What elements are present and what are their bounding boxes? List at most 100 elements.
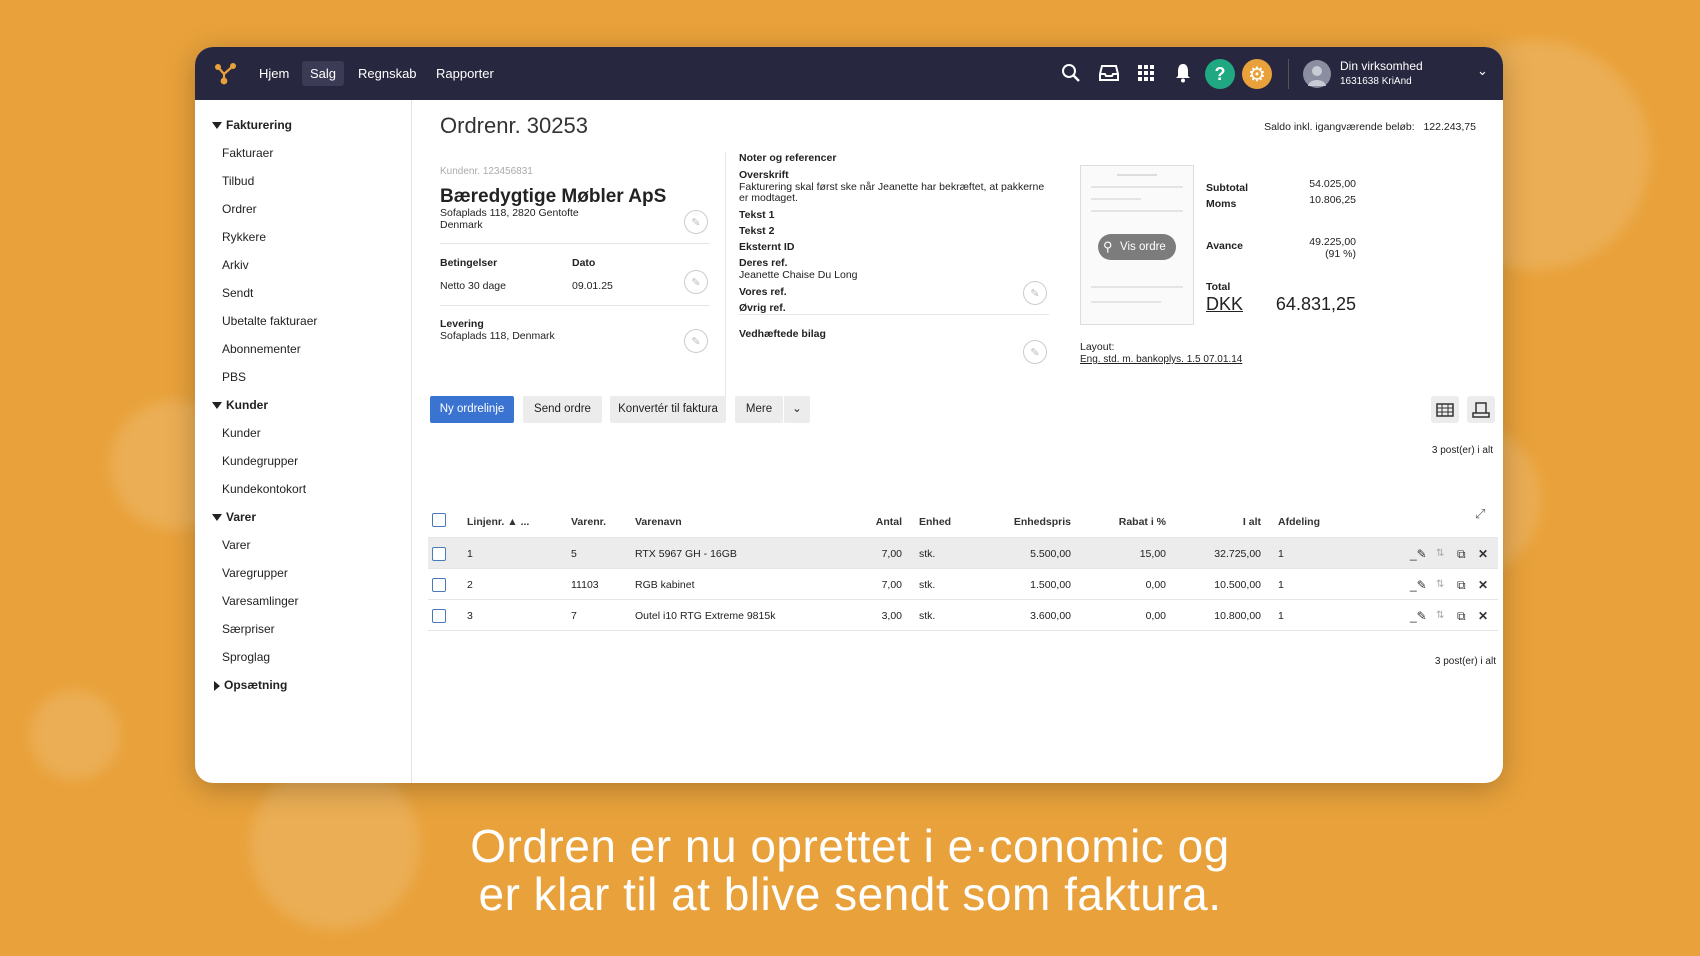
edit-customer-button[interactable]: ✎ — [684, 210, 708, 234]
customer-name[interactable]: Bæredygtige Møbler ApS — [440, 186, 667, 207]
cell-price: 1.500,00 — [1030, 579, 1071, 591]
cell-itemno: 5 — [571, 548, 577, 560]
edit-notes-button[interactable]: ✎ — [1023, 281, 1047, 305]
col-total[interactable]: I alt — [1242, 516, 1261, 528]
divider — [739, 314, 1049, 315]
col-price[interactable]: Enhedspris — [1013, 516, 1071, 528]
more-button[interactable]: Mere — [735, 396, 783, 423]
sidebar-item[interactable]: Kundekontokort — [222, 482, 307, 496]
view-order-button[interactable]: ⚲ Vis ordre — [1098, 234, 1176, 260]
sidebar-item[interactable]: Arkiv — [222, 258, 249, 272]
reorder-icon[interactable]: ⇅ — [1436, 610, 1445, 621]
expand-icon[interactable]: ⤢ — [1475, 506, 1486, 521]
cell-discount: 0,00 — [1145, 610, 1166, 622]
caret-right-icon — [214, 680, 220, 691]
sidebar-item[interactable]: PBS — [222, 370, 247, 384]
convert-invoice-button[interactable]: Konvertér til faktura — [610, 396, 726, 423]
table-view-icon[interactable] — [1431, 396, 1459, 423]
date-value: 09.01.25 — [572, 280, 613, 292]
sidebar-item[interactable]: Sproglag — [222, 650, 271, 664]
cell-itemno: 11103 — [571, 579, 599, 591]
sidebar-item[interactable]: Abonnementer — [222, 342, 301, 356]
sidebar-section-1[interactable]: Kunder — [195, 391, 411, 419]
page-title: Ordrenr. 30253 — [440, 113, 588, 138]
apps-grid-icon[interactable] — [1134, 61, 1158, 85]
edit-icon[interactable]: _✎ — [1410, 609, 1427, 623]
sidebar-item[interactable]: Varesamlinger — [222, 594, 299, 608]
order-preview-thumbnail[interactable]: ⚲ Vis ordre — [1080, 165, 1194, 325]
edit-attachments-button[interactable]: ✎ — [1023, 340, 1047, 364]
caret-down-icon — [212, 514, 222, 522]
cell-name: RTX 5967 GH - 16GB — [635, 548, 737, 560]
col-itemno[interactable]: Varenr. — [571, 516, 607, 528]
col-discount[interactable]: Rabat i % — [1118, 516, 1166, 528]
sidebar-item[interactable]: Kundegrupper — [222, 454, 299, 468]
delete-icon[interactable]: ✕ — [1478, 609, 1489, 623]
sidebar-item[interactable]: Sendt — [222, 286, 254, 300]
bell-icon[interactable] — [1171, 61, 1195, 85]
select-all-checkbox[interactable] — [432, 513, 446, 527]
sidebar-item[interactable]: Kunder — [222, 426, 261, 440]
sidebar-item[interactable]: Ordrer — [222, 202, 257, 216]
new-line-button[interactable]: Ny ordrelinje — [430, 396, 514, 423]
col-dept[interactable]: Afdeling — [1278, 516, 1320, 528]
cell-qty: 7,00 — [881, 548, 902, 560]
sidebar-section-3[interactable]: Opsætning — [195, 671, 411, 699]
nav-rapporter[interactable]: Rapporter — [436, 66, 494, 81]
edit-icon[interactable]: _✎ — [1410, 578, 1427, 592]
edit-delivery-button[interactable]: ✎ — [684, 329, 708, 353]
copy-icon[interactable]: ⧉ — [1457, 578, 1466, 592]
sidebar-section-0[interactable]: Fakturering — [195, 111, 411, 139]
send-order-button[interactable]: Send ordre — [523, 396, 602, 423]
reorder-icon[interactable]: ⇅ — [1436, 548, 1445, 559]
chevron-down-icon[interactable]: ⌄ — [1477, 63, 1488, 78]
col-unit[interactable]: Enhed — [919, 516, 952, 528]
cell-qty: 3,00 — [881, 610, 902, 622]
sidebar-item[interactable]: Varer — [222, 538, 251, 552]
nav-salg[interactable]: Salg — [302, 61, 345, 86]
row-checkbox[interactable] — [432, 609, 446, 623]
edit-terms-button[interactable]: ✎ — [684, 270, 708, 294]
delete-icon[interactable]: ✕ — [1478, 547, 1489, 561]
table-row[interactable]: 2 11103 RGB kabinet 7,00 stk. 1.500,00 0,00 10.… — [428, 569, 1498, 600]
post-count-bottom: 3 post(er) i alt — [1434, 656, 1496, 667]
reorder-icon[interactable]: ⇅ — [1436, 579, 1445, 590]
row-checkbox[interactable] — [432, 547, 446, 561]
search-icon[interactable] — [1059, 61, 1083, 85]
copy-icon[interactable]: ⧉ — [1457, 547, 1466, 561]
table-row[interactable]: 3 7 Outel i10 RTG Extreme 9815k 3,00 stk. 3.6… — [428, 600, 1498, 631]
col-line[interactable]: Linjenr. ▲ ... — [467, 516, 530, 528]
nav-hjem[interactable]: Hjem — [259, 66, 290, 81]
layout-link[interactable]: Eng. std. m. bankoplys. 1.5 07.01.14 — [1080, 354, 1243, 365]
caret-down-icon — [212, 402, 222, 410]
cell-dept: 1 — [1278, 579, 1284, 591]
cell-line: 3 — [467, 610, 473, 622]
print-icon[interactable] — [1467, 396, 1495, 423]
delete-icon[interactable]: ✕ — [1478, 578, 1489, 592]
col-name[interactable]: Varenavn — [635, 516, 682, 528]
sidebar-section-2[interactable]: Varer — [195, 503, 411, 531]
col-qty[interactable]: Antal — [875, 516, 902, 528]
sidebar-item[interactable]: Ubetalte fakturaer — [222, 314, 318, 328]
row-checkbox[interactable] — [432, 578, 446, 592]
logo-icon[interactable] — [213, 61, 239, 87]
table-row[interactable]: 1 5 RTX 5967 GH - 16GB 7,00 stk. 5.500,00 15,0… — [428, 538, 1498, 569]
sidebar-item[interactable]: Fakturaer — [222, 146, 274, 160]
help-icon[interactable]: ? — [1205, 59, 1235, 89]
overskrift-value-2: er modtaget. — [739, 192, 798, 204]
gear-icon[interactable]: ⚙ — [1242, 59, 1272, 89]
currency-link[interactable]: DKK — [1206, 294, 1244, 314]
app-window: Hjem Salg Regnskab Rapporter ? ⚙ Din vir… — [195, 47, 1503, 783]
nav-regnskab[interactable]: Regnskab — [358, 66, 417, 81]
copy-icon[interactable]: ⧉ — [1457, 609, 1466, 623]
sidebar-item[interactable]: Særpriser — [222, 622, 275, 636]
company-name[interactable]: Din virksomhed — [1340, 59, 1423, 73]
avatar[interactable] — [1303, 60, 1331, 88]
chevron-down-icon[interactable]: ⌄ — [784, 396, 810, 423]
account-id: 1631638 KriAnd — [1340, 76, 1412, 87]
sidebar-item[interactable]: Rykkere — [222, 230, 267, 244]
edit-icon[interactable]: _✎ — [1410, 547, 1427, 561]
sidebar-item[interactable]: Tilbud — [222, 174, 255, 188]
sidebar-item[interactable]: Varegrupper — [222, 566, 288, 580]
inbox-icon[interactable] — [1097, 61, 1121, 85]
